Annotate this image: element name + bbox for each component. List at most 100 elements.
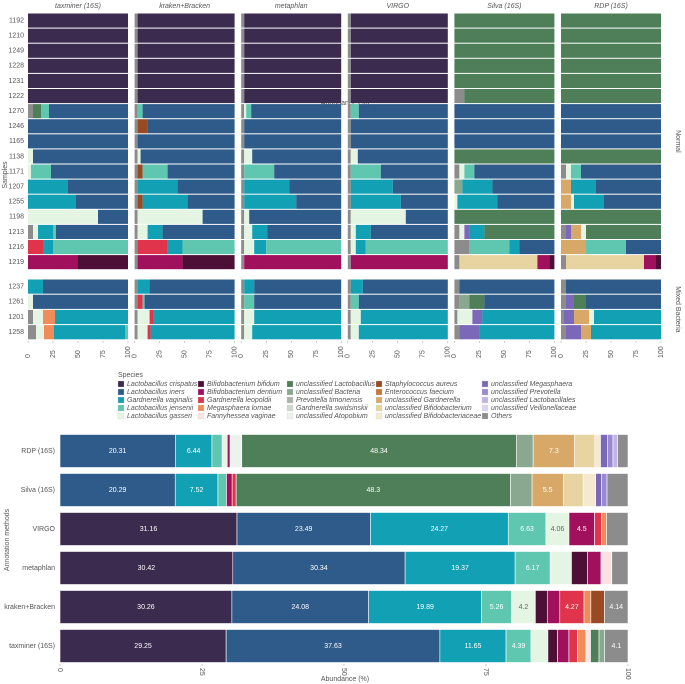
bar-segment (347, 13, 351, 28)
legend-swatch (197, 412, 205, 420)
legend-label: Gardnerella swidsinskii (296, 405, 368, 412)
bar-segment (241, 294, 245, 309)
y-tick-label: RDP (16S) (21, 448, 55, 455)
bar-segment (566, 325, 581, 340)
bar-segment (28, 119, 128, 134)
bar-segment (162, 224, 235, 239)
bar-segment (134, 134, 138, 149)
legend-swatch (286, 404, 294, 412)
legend-label: unclassified Gardnerella (385, 397, 460, 404)
bar-segment (464, 89, 555, 104)
bar-segment (571, 551, 588, 585)
bar-segment (28, 28, 128, 43)
sample-label: 1201 (8, 314, 24, 321)
bar-segment (28, 325, 36, 340)
bar-segment (566, 279, 661, 294)
bar-segment (137, 279, 150, 294)
x-tick-label: 100 (125, 346, 132, 358)
bar-segment (43, 240, 53, 255)
bar-segment (454, 58, 555, 73)
bar-segment (510, 473, 533, 507)
bar-segment (134, 58, 138, 73)
bar-segment (28, 13, 128, 28)
value-label: 20.29 (109, 487, 127, 494)
bar-segment (347, 209, 351, 224)
panel-title: Silva (16S) (487, 3, 521, 10)
bar-segment (583, 590, 592, 624)
bar-segment (380, 164, 448, 179)
bar-segment (568, 512, 595, 546)
bar-segment (355, 224, 371, 239)
legend-swatch (197, 388, 205, 396)
bar-segment (566, 164, 571, 179)
bar-segment (404, 551, 516, 585)
sample-label: 1249 (8, 48, 24, 55)
x-tick-label: 25 (583, 350, 590, 358)
bar-segment (347, 279, 351, 294)
bar-segment (587, 551, 602, 585)
bar-segment (564, 309, 574, 325)
bar-segment (612, 434, 618, 468)
bar-segment (134, 224, 138, 239)
x-axis-title: Abundance (%) (321, 100, 369, 107)
bar-segment (244, 209, 250, 224)
x-tick-label: 25 (263, 350, 270, 358)
legend-label: Prevotella timonensis (296, 397, 363, 404)
bar-segment (147, 325, 151, 340)
legend-swatch (117, 396, 125, 404)
bar-segment (561, 73, 661, 88)
legend-label: unclassified Bifidobacterium (385, 405, 472, 412)
bar-segment (241, 164, 245, 179)
bar-segment (246, 104, 252, 119)
sample-label: 1261 (8, 299, 24, 306)
sample-label: 1255 (8, 199, 24, 206)
value-label: 24.08 (291, 604, 309, 611)
bar-segment (137, 13, 235, 28)
bar-segment (350, 28, 448, 43)
bar-segment (454, 279, 460, 294)
bar-segment (244, 240, 255, 255)
bar-segment (561, 179, 571, 194)
bar-segment (561, 104, 661, 119)
x-tick-label: 75 (420, 350, 427, 358)
bar-segment (28, 89, 128, 104)
bar-segment (454, 309, 458, 325)
bar-segment (594, 512, 602, 546)
bar-segment (211, 434, 223, 468)
legend-label: Gardnerella vaginalis (127, 397, 193, 404)
bar-segment (454, 89, 465, 104)
bar-segment (241, 209, 245, 224)
value-label: 4.06 (551, 526, 565, 533)
bar-segment (289, 179, 342, 194)
bar-segment (137, 58, 235, 73)
bar-segment (479, 325, 555, 340)
bar-segment (137, 104, 143, 119)
bar-segment (474, 164, 555, 179)
bar-segment (594, 434, 601, 468)
bar-segment (244, 255, 342, 270)
bar-segment (137, 240, 168, 255)
bar-segment (481, 590, 512, 624)
legend-title: Species (118, 372, 143, 379)
y-axis-title: Annotation methods (4, 508, 11, 571)
bar-segment (137, 164, 143, 179)
sample-label: 1213 (8, 229, 24, 236)
bar-segment (358, 294, 448, 309)
x-tick-label: 100 (658, 346, 665, 358)
bar-segment (59, 473, 176, 507)
bar-segment (28, 164, 31, 179)
y-tick-label: Silva (16S) (21, 487, 55, 494)
bar-segment (241, 134, 245, 149)
value-label: 31.16 (140, 526, 158, 533)
x-tick-label: 100 (338, 346, 345, 358)
panel-title: VIRGO (387, 3, 410, 10)
legend-swatch (286, 412, 294, 420)
bar-segment (241, 194, 245, 209)
bar-segment (347, 224, 351, 239)
x-tick-label: 75 (100, 350, 107, 358)
bar-segment (187, 194, 235, 209)
x-tick-label: 75 (482, 668, 489, 676)
legend-label: Staphylococcus aureus (385, 381, 458, 388)
bar-segment (347, 194, 351, 209)
bar-segment (357, 149, 448, 164)
